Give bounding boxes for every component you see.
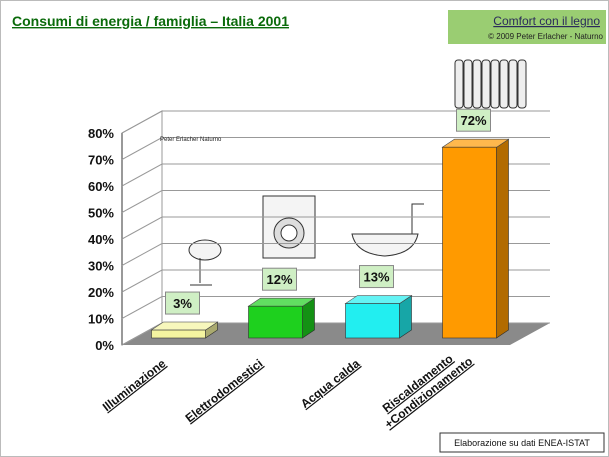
brand-copyright: © 2009 Peter Erlacher - Naturno: [488, 32, 603, 41]
y-tick-label: 10%: [88, 312, 114, 327]
washer-icon: [263, 196, 315, 258]
y-tick-label: 80%: [88, 126, 114, 141]
watermark: Peter Erlacher Naturno: [160, 137, 222, 143]
bar: [443, 147, 497, 338]
y-tick-label: 40%: [88, 232, 114, 247]
value-label: 3%: [173, 296, 192, 311]
chart-title: Consumi di energia / famiglia – Italia 2…: [12, 13, 289, 29]
y-tick-label: 20%: [88, 285, 114, 300]
value-label: 72%: [460, 113, 486, 128]
chart: Consumi di energia / famiglia – Italia 2…: [0, 0, 609, 457]
y-tick-label: 30%: [88, 259, 114, 274]
bar: [346, 304, 400, 338]
radiator-icon: [455, 60, 526, 108]
bar: [152, 330, 206, 338]
bar: [249, 306, 303, 338]
source: Elaborazione su dati ENEA-ISTAT: [454, 438, 590, 448]
brand-title: Comfort con il legno: [493, 14, 600, 28]
y-tick-label: 50%: [88, 206, 114, 221]
y-tick-label: 0%: [95, 338, 114, 353]
y-tick-label: 70%: [88, 153, 114, 168]
y-tick-label: 60%: [88, 179, 114, 194]
bar-side-shade: [497, 139, 509, 338]
value-label: 13%: [363, 270, 389, 285]
value-label: 12%: [266, 272, 292, 287]
